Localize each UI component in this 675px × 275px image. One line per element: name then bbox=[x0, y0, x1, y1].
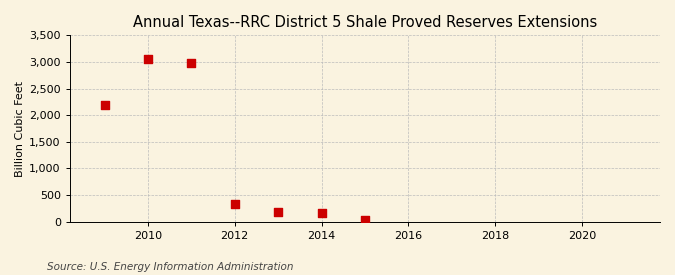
Point bbox=[316, 211, 327, 215]
Y-axis label: Billion Cubic Feet: Billion Cubic Feet bbox=[15, 81, 25, 177]
Point bbox=[186, 61, 196, 65]
Point bbox=[99, 102, 110, 107]
Point bbox=[273, 210, 284, 214]
Text: Source: U.S. Energy Information Administration: Source: U.S. Energy Information Administ… bbox=[47, 262, 294, 272]
Point bbox=[230, 202, 240, 206]
Point bbox=[360, 218, 371, 222]
Point bbox=[142, 57, 153, 62]
Title: Annual Texas--RRC District 5 Shale Proved Reserves Extensions: Annual Texas--RRC District 5 Shale Prove… bbox=[133, 15, 597, 30]
